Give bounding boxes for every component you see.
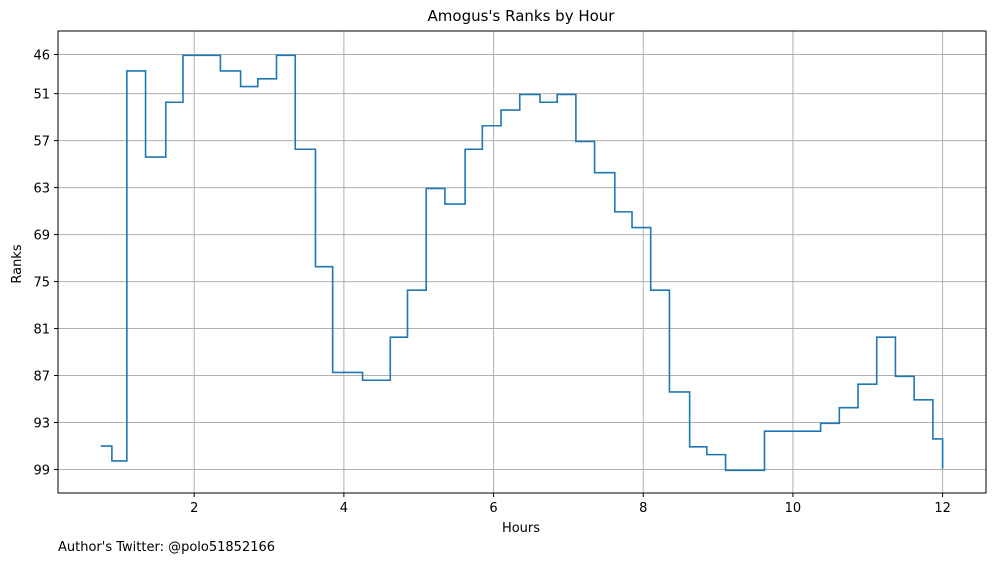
chart-title: Amogus's Ranks by Hour xyxy=(428,7,616,25)
y-tick-label: 75 xyxy=(33,276,50,291)
y-tick-label: 81 xyxy=(33,323,50,338)
plot-frame xyxy=(57,30,987,494)
y-axis-label: Ranks xyxy=(10,244,25,283)
y-tick-label: 63 xyxy=(33,182,50,197)
y-tick-label: 46 xyxy=(33,48,50,63)
y-tick-label: 93 xyxy=(33,417,50,432)
x-tick-label: 4 xyxy=(340,501,348,516)
y-tick-label: 51 xyxy=(33,88,50,103)
x-axis-ticks: 2 4 6 8 10 12 xyxy=(190,493,951,516)
x-tick-label: 12 xyxy=(934,501,951,516)
author-credit: Author's Twitter: @polo51852166 xyxy=(58,540,275,555)
y-tick-label: 57 xyxy=(33,135,50,150)
x-tick-label: 6 xyxy=(489,501,497,516)
x-axis-label: Hours xyxy=(502,521,540,536)
x-tick-label: 2 xyxy=(190,501,198,516)
y-axis-ticks: 46 51 57 63 69 75 81 87 93 99 xyxy=(33,48,58,479)
y-tick-label: 69 xyxy=(33,229,50,244)
x-tick-label: 10 xyxy=(785,501,802,516)
y-tick-label: 87 xyxy=(33,370,50,385)
grid xyxy=(58,31,986,493)
series-step-line xyxy=(100,54,944,472)
series-layer xyxy=(100,54,944,472)
x-tick-label: 8 xyxy=(639,501,647,516)
y-tick-label: 99 xyxy=(33,464,50,479)
